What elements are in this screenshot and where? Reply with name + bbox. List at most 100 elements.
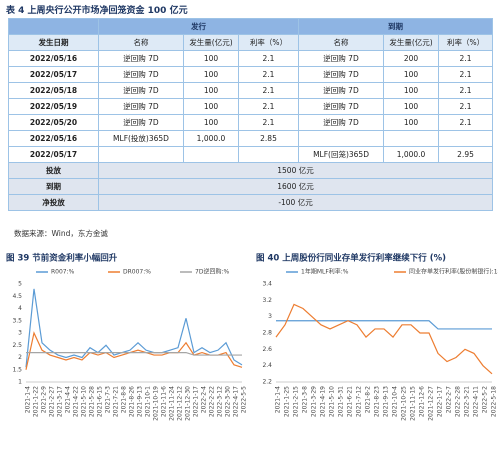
table-cell: 100 bbox=[183, 82, 239, 99]
x-tick-label: 2021-1-4 bbox=[25, 386, 32, 413]
table-row: 2022/05/17 MLF(回笼)365D 1,000.0 2.95 bbox=[8, 146, 494, 163]
legend-label: 7D逆回购:% bbox=[195, 268, 229, 276]
y-tick-label: 3.2 bbox=[262, 297, 272, 304]
table-cell bbox=[8, 18, 99, 35]
table-cell: 逆回购 7D bbox=[298, 66, 385, 83]
x-tick-label: 2021-5-10 bbox=[81, 386, 88, 417]
table-cell: 逆回购 7D bbox=[298, 50, 385, 67]
x-tick-label: 2021-2-9 bbox=[41, 386, 48, 413]
x-tick-label: 2022-3-30 bbox=[225, 386, 232, 417]
x-tick-label: 2021-5-10 bbox=[329, 386, 336, 417]
table-cell: 100 bbox=[183, 114, 239, 131]
line-series bbox=[276, 320, 492, 330]
table-cell: 到期 bbox=[8, 178, 99, 195]
x-tick-label: 2022-1-17 bbox=[437, 386, 444, 417]
table-cell: 逆回购 7D bbox=[98, 50, 184, 67]
table-cell: 2022/05/18 bbox=[8, 82, 99, 99]
table-cell: 2.1 bbox=[438, 66, 494, 83]
x-tick-label: 2021-4-19 bbox=[320, 386, 327, 417]
source-note: 数据来源：Wind，东方金诚 bbox=[14, 229, 108, 238]
table-cell: 1500 亿元 bbox=[97, 162, 494, 179]
line-series bbox=[25, 288, 243, 368]
table-cell: 1,000.0 bbox=[183, 130, 239, 147]
table-cell: 逆回购 7D bbox=[98, 82, 184, 99]
line-series bbox=[275, 303, 493, 375]
table-cell: 100 bbox=[183, 50, 239, 67]
table-cell: 名称 bbox=[98, 34, 184, 51]
table-cell bbox=[298, 130, 385, 147]
table-cell: 2.85 bbox=[237, 130, 300, 147]
x-tick-label: 2021-6-15 bbox=[97, 386, 104, 417]
x-tick-label: 2021-8-2 bbox=[365, 386, 372, 413]
y-tick-label: 2.4 bbox=[262, 362, 272, 369]
x-tick-label: 2022-2-28 bbox=[455, 386, 462, 417]
table-cell: 2.95 bbox=[438, 146, 494, 163]
table-cell: 发生量(亿元) bbox=[183, 34, 239, 51]
x-tick-label: 2021-3-29 bbox=[311, 386, 318, 417]
chart-title: 图 39 节前资金利率小幅回升 bbox=[6, 253, 118, 264]
table-row: 2022/05/17 逆回购 7D 100 2.1 逆回购 7D 100 2.1 bbox=[8, 66, 494, 83]
table-cell: 2.1 bbox=[237, 66, 300, 83]
chart-title: 图 40 上周股份行同业存单发行利率继续下行 (%) bbox=[256, 253, 446, 264]
x-tick-label: 2021-9-13 bbox=[137, 386, 144, 417]
line-series bbox=[25, 331, 243, 370]
table-cell: 投放 bbox=[8, 162, 99, 179]
x-tick-label: 2021-3-8 bbox=[302, 386, 309, 413]
table-cell: 逆回购 7D bbox=[98, 114, 184, 131]
table-row: 发生日期 名称 发生量(亿元) 利率（%） 名称 发生量(亿元) 利率（%） bbox=[8, 34, 494, 51]
x-tick-label: 2021-7-21 bbox=[113, 386, 120, 417]
table-cell: 2022/05/16 bbox=[8, 130, 99, 147]
y-tick-label: 3 bbox=[268, 313, 272, 320]
y-tick-label: 2 bbox=[18, 354, 22, 361]
x-tick-label: 2021-8-26 bbox=[129, 386, 136, 417]
x-tick-label: 2021-10-4 bbox=[392, 386, 399, 417]
x-tick-label: 2022-2-7 bbox=[446, 386, 453, 413]
x-tick-label: 2021-7-3 bbox=[105, 386, 112, 413]
x-tick-label: 2021-8-8 bbox=[121, 386, 128, 413]
x-tick-label: 2021-10-19 bbox=[153, 386, 160, 421]
table-cell: MLF(回笼)365D bbox=[298, 146, 385, 163]
x-tick-label: 2021-1-4 bbox=[275, 386, 282, 413]
x-tick-label: 2021-1-22 bbox=[33, 386, 40, 417]
table-cell bbox=[438, 130, 494, 147]
table-cell: 2.1 bbox=[237, 50, 300, 67]
table-cell: 1600 亿元 bbox=[97, 178, 494, 195]
chart: 图 40 上周股份行同业存单发行利率继续下行 (%) 2.2 2.4 2.6 2.8 3 3… bbox=[256, 253, 498, 421]
legend-label: R007:% bbox=[51, 269, 75, 276]
y-tick-label: 2.5 bbox=[12, 342, 22, 349]
x-tick-label: 2021-10-1 bbox=[145, 386, 152, 417]
x-tick-label: 2022-2-22 bbox=[209, 386, 216, 417]
x-tick-label: 2022-5-18 bbox=[491, 386, 498, 417]
table-cell: 2022/05/20 bbox=[8, 114, 99, 131]
x-tick-label: 2021-12-30 bbox=[185, 386, 192, 421]
x-tick-label: 2022-4-17 bbox=[233, 386, 240, 417]
y-tick-label: 3.5 bbox=[12, 317, 22, 324]
table-cell: 2.1 bbox=[438, 50, 494, 67]
x-tick-label: 2021-4-22 bbox=[73, 386, 80, 417]
table-cell: 1,000.0 bbox=[383, 146, 440, 163]
table-cell: 100 bbox=[383, 82, 440, 99]
table-row: 2022/05/18 逆回购 7D 100 2.1 逆回购 7D 100 2.1 bbox=[8, 82, 494, 99]
chart: 图 39 节前资金利率小幅回升 1 1.5 2 2.5 3 3.5 4 4.5 5 2021-1-4… bbox=[6, 253, 248, 421]
table-cell: 逆回购 7D bbox=[298, 98, 385, 115]
table-cell: 逆回购 7D bbox=[98, 98, 184, 115]
table-cell bbox=[237, 146, 300, 163]
table-row: 到期 1600 亿元 bbox=[8, 178, 494, 195]
y-tick-label: 2.8 bbox=[262, 330, 272, 337]
x-tick-label: 2021-11-15 bbox=[410, 386, 417, 421]
y-tick-label: 1.5 bbox=[12, 366, 22, 373]
table-title: 表 4 上周央行公开市场净回笼资金 100 亿元 bbox=[6, 6, 188, 16]
table-cell: 2.1 bbox=[438, 114, 494, 131]
table-cell: 200 bbox=[383, 50, 440, 67]
table-cell: 逆回购 7D bbox=[298, 82, 385, 99]
table-cell: 利率（%） bbox=[438, 34, 494, 51]
x-tick-label: 2021-7-12 bbox=[356, 386, 363, 417]
table-cell: 2.1 bbox=[237, 82, 300, 99]
table: 发行 到期 发生日期 名称 发生量(亿元) 利率（%） 名称 发生量(亿元) 利率（%） 2022… bbox=[8, 18, 494, 211]
table-cell: 100 bbox=[383, 66, 440, 83]
table-cell: MLF(投放)365D bbox=[98, 130, 184, 147]
y-tick-label: 2.2 bbox=[262, 379, 272, 386]
x-tick-label: 2021-12-12 bbox=[177, 386, 184, 421]
x-tick-label: 2022-3-21 bbox=[464, 386, 471, 417]
table-cell: 2022/05/17 bbox=[8, 66, 99, 83]
